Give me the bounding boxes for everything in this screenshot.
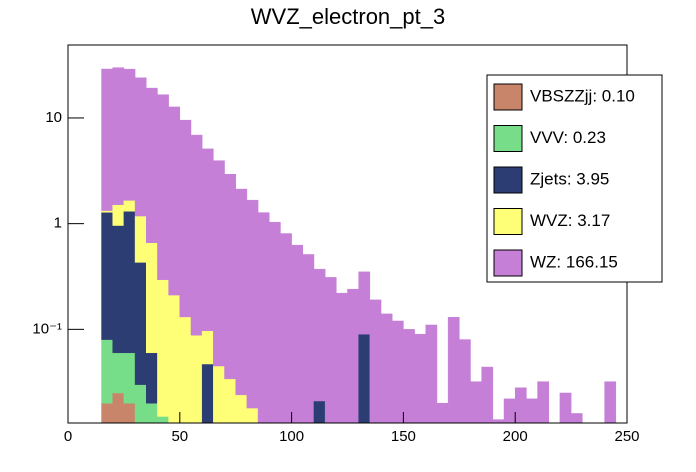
chart-title: WVZ_electron_pt_3 <box>251 4 445 29</box>
histogram-bar <box>123 68 136 201</box>
histogram-bar <box>503 398 516 423</box>
histogram-bar <box>123 352 136 404</box>
x-tick-label: 0 <box>64 428 72 445</box>
histogram-bar <box>179 119 192 318</box>
histogram-bar <box>604 381 617 423</box>
legend-label: WVZ: 3.17 <box>530 211 610 230</box>
histogram-bar <box>268 221 281 423</box>
histogram-bar <box>459 339 471 423</box>
legend-label: VVV: 0.23 <box>530 128 606 147</box>
histogram-bar <box>380 313 393 423</box>
histogram-bar <box>526 398 538 423</box>
histogram-bar <box>391 320 404 423</box>
histogram-bar <box>112 67 125 205</box>
histogram-bar <box>134 384 147 423</box>
legend-label: Zjets: 3.95 <box>530 169 609 188</box>
histogram-bar <box>157 416 169 423</box>
histogram-bar <box>179 316 192 423</box>
histogram-bar <box>101 212 113 340</box>
histogram-bar <box>190 334 203 423</box>
histogram-bar <box>157 279 169 417</box>
legend-label: VBSZZjj: 0.10 <box>530 86 635 105</box>
histogram-bar <box>112 225 125 354</box>
histogram-bar <box>134 77 147 217</box>
axes: 0 50 100 150 200 250 10⁻¹ 1 10 <box>32 109 639 445</box>
histogram-bar <box>570 413 583 423</box>
histogram-bar <box>246 199 259 409</box>
histogram-bar <box>146 352 158 404</box>
x-tick-label: 150 <box>391 428 416 445</box>
histogram-bar <box>112 352 125 394</box>
histogram-bar <box>280 233 292 423</box>
y-tick-label: 10⁻¹ <box>32 320 62 337</box>
histogram-bar <box>492 419 505 423</box>
y-tick-label: 1 <box>54 215 62 232</box>
histogram-bar <box>358 333 371 423</box>
histogram-bar <box>123 402 136 423</box>
histogram-bar <box>302 254 315 423</box>
histogram-bar <box>134 215 147 263</box>
histogram-bar <box>559 392 572 423</box>
histogram-bar <box>123 200 136 212</box>
histogram-bar <box>403 329 415 423</box>
histogram-bar <box>224 378 236 423</box>
histogram-bar <box>447 317 460 423</box>
histogram-bar <box>246 407 259 423</box>
histogram-bar <box>235 394 248 423</box>
histogram-bar <box>201 363 214 423</box>
histogram-bar <box>257 212 270 423</box>
histogram-bar <box>425 324 438 423</box>
x-tick-label: 200 <box>503 428 528 445</box>
histogram-bar <box>168 294 181 423</box>
histogram-bar <box>414 333 427 423</box>
legend-swatch <box>493 249 523 277</box>
histogram-bar <box>134 262 147 385</box>
histogram-bar <box>123 211 136 354</box>
legend-swatch <box>493 208 523 235</box>
histogram-bar <box>470 381 482 423</box>
histogram-bar <box>146 242 158 354</box>
histogram-bar <box>336 292 348 423</box>
histogram-bar <box>168 106 181 296</box>
histogram-bar <box>537 381 549 423</box>
histogram-bar <box>313 400 326 423</box>
histogram-bar <box>201 330 214 365</box>
histogram-bar <box>324 277 337 423</box>
histogram-bar <box>157 94 169 280</box>
histogram-bar <box>112 392 125 423</box>
histogram-bar <box>146 402 158 423</box>
x-tick-label: 250 <box>614 428 639 445</box>
histogram-bar <box>101 210 113 213</box>
histogram-bar <box>213 160 225 367</box>
legend-swatch <box>493 166 523 194</box>
histogram-bar <box>101 402 113 423</box>
histogram-bar <box>213 365 225 423</box>
histogram-bar <box>235 188 248 396</box>
histogram-bar <box>369 299 382 423</box>
histogram-bar <box>481 366 494 423</box>
histogram-bar <box>201 148 214 331</box>
y-tick-label: 10 <box>45 109 62 126</box>
histogram-bar <box>101 68 113 211</box>
x-tick-label: 50 <box>171 428 188 445</box>
x-tick-label: 100 <box>279 428 304 445</box>
histogram-bar <box>224 173 236 380</box>
legend-label: WZ: 166.15 <box>530 252 618 271</box>
legend: VBSZZjj: 0.10 VVV: 0.23 Zjets: 3.95 WVZ: 3.… <box>486 74 663 283</box>
histogram-bar <box>436 402 449 423</box>
histogram-bar <box>347 288 359 423</box>
legend-swatch <box>493 125 523 152</box>
histogram-bar <box>291 244 304 423</box>
histogram-bar <box>313 268 326 402</box>
histogram-bar <box>112 204 125 226</box>
histogram-bar <box>146 87 158 243</box>
histogram-bar <box>190 134 203 336</box>
histogram-bar <box>101 339 113 404</box>
histogram-bar <box>358 271 371 335</box>
plot-area <box>101 67 617 423</box>
histogram-bar <box>514 387 527 423</box>
legend-swatch <box>493 83 523 111</box>
